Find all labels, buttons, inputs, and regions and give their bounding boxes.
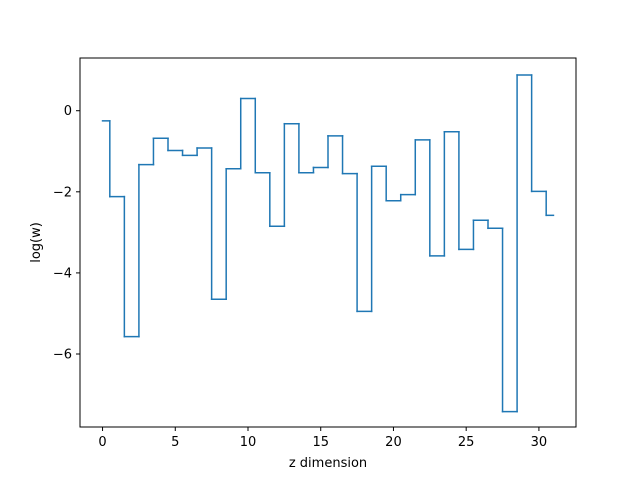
- x-tick-label: 20: [385, 435, 402, 450]
- x-tick-label: 30: [531, 435, 548, 450]
- x-tick-label: 25: [458, 435, 475, 450]
- x-tick-label: 0: [98, 435, 106, 450]
- x-tick-label: 5: [171, 435, 179, 450]
- y-tick-label: −4: [53, 266, 72, 281]
- series-step-line: [101, 74, 555, 413]
- y-axis-label: log(w): [29, 222, 44, 263]
- x-tick-label: 10: [240, 435, 257, 450]
- x-tick-label: 15: [312, 435, 329, 450]
- y-tick-label: −6: [53, 348, 72, 363]
- y-tick-label: 0: [64, 104, 72, 119]
- axes-frame: [79, 57, 577, 428]
- x-axis-ticks: 0 5 10 15 20 25 30: [98, 427, 547, 450]
- x-axis-label: z dimension: [289, 456, 367, 471]
- y-axis-ticks: −6 −4 −2 0: [53, 104, 80, 363]
- y-tick-label: −2: [53, 185, 72, 200]
- plot-area: [101, 74, 555, 413]
